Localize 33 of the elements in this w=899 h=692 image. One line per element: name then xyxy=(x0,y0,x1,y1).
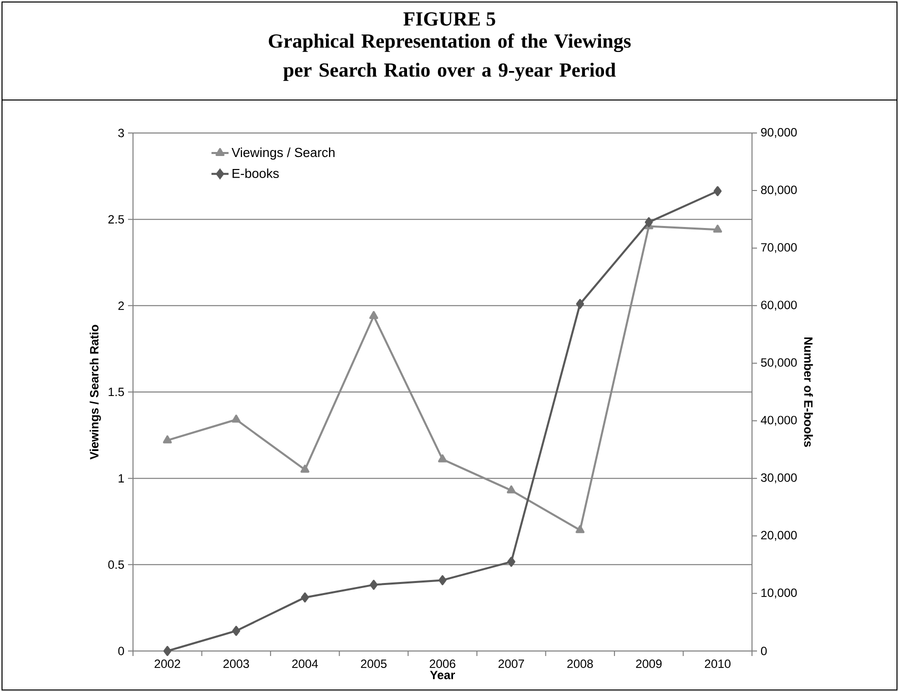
x-tick-label: 2009 xyxy=(636,660,662,668)
x-tick-label: 2002 xyxy=(154,660,180,668)
y2-tick-label: 90,000 xyxy=(761,128,797,138)
legend-label: E-books xyxy=(232,168,279,178)
y-tick-label: 0 xyxy=(118,646,124,656)
y2-tick-label: 50,000 xyxy=(761,358,797,368)
y-tick-label: 2.5 xyxy=(108,215,124,224)
y-tick-label: 3 xyxy=(118,128,124,138)
y2-tick-label: 20,000 xyxy=(761,530,797,541)
x-tick-label: 2008 xyxy=(567,660,593,668)
y2-axis-title: Number of E-books xyxy=(804,337,813,447)
legend-label: Viewings / Search xyxy=(232,148,334,160)
x-tick-label: 2010 xyxy=(704,660,730,668)
chart-title: FIGURE 5 xyxy=(403,12,496,26)
y2-tick-label: 0 xyxy=(761,646,767,656)
y2-tick-label: 80,000 xyxy=(761,186,797,196)
y-tick-label: 0.5 xyxy=(108,560,124,569)
y-tick-label: 1.5 xyxy=(108,388,124,396)
x-axis-title: Year xyxy=(430,670,455,680)
y2-tick-label: 30,000 xyxy=(760,473,797,484)
y2-tick-label: 70,000 xyxy=(761,243,797,254)
y2-tick-label: 10,000 xyxy=(761,588,797,598)
y-tick-label: 2 xyxy=(118,301,124,310)
y2-tick-label: 60,000 xyxy=(761,300,797,311)
y2-tick-label: 40,000 xyxy=(760,416,797,426)
x-tick-label: 2003 xyxy=(223,660,249,668)
y-tick-label: 1 xyxy=(118,474,124,482)
x-tick-label: 2006 xyxy=(430,660,456,668)
y-axis-title: Viewings / Search Ratio xyxy=(90,324,101,460)
x-tick-label: 2004 xyxy=(292,660,318,668)
x-tick-label: 2007 xyxy=(498,660,524,668)
x-tick-label: 2005 xyxy=(360,660,387,668)
chart-subtitle: Graphical Representation of the Viewings per Search Ratio over a 9-year Period xyxy=(268,34,631,81)
